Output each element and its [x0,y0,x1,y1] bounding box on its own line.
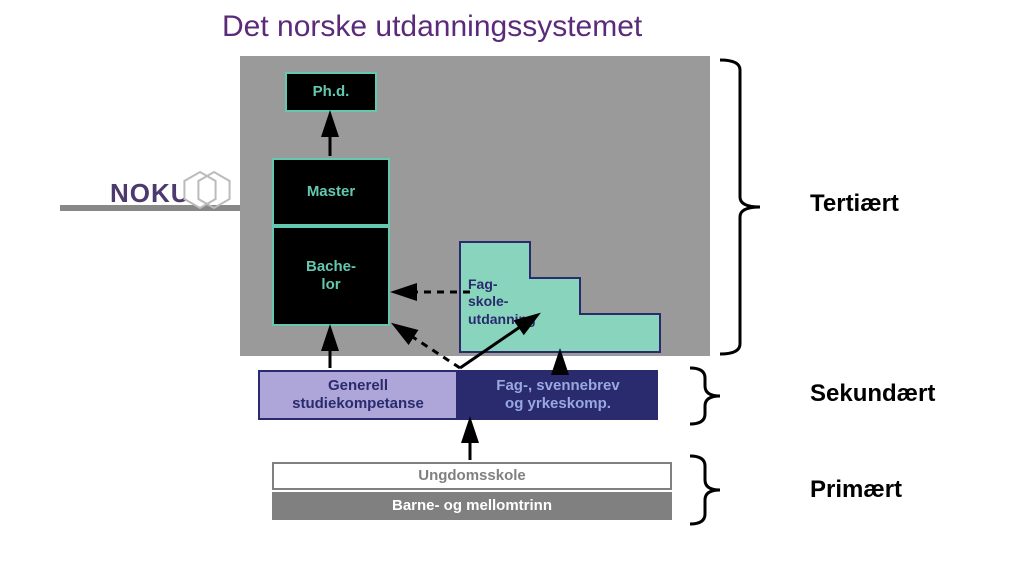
nokut-logo: NOKUT [110,178,207,209]
box-bachelor: Bache- lor [272,226,390,326]
box-barne: Barne- og mellomtrinn [272,492,672,520]
box-ungdom: Ungdomsskole [272,462,672,490]
label-primaert: Primært [810,476,902,504]
box-phd: Ph.d. [285,72,377,112]
page-title: Det norske utdanningssystemet [222,10,642,44]
label-sekundaert: Sekundært [810,380,935,408]
box-master: Master [272,158,390,226]
box-generell: Generell studiekompetanse [258,370,458,420]
box-fagsvenne: Fag-, svennebrev og yrkeskomp. [458,370,658,420]
label-tertiaert: Tertiært [810,190,899,218]
box-fagskole-label: Fag- skole- utdanning [460,262,550,342]
